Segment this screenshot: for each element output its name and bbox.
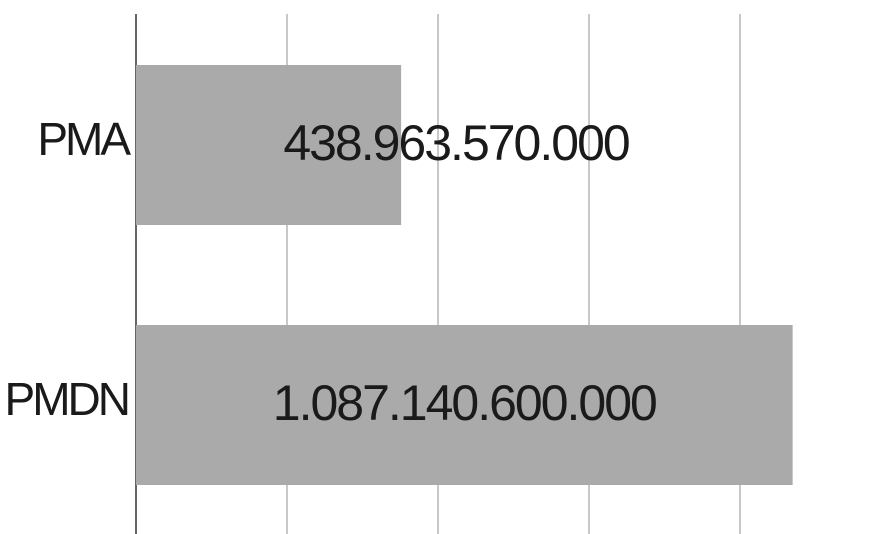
y-tick-label: PMA <box>37 113 131 165</box>
bar <box>136 65 402 225</box>
bar <box>136 325 793 485</box>
y-tick-label: PMDN <box>5 373 128 425</box>
value-label: 1.087.140.600.000 <box>273 375 656 431</box>
value-label: 438.963.570.000 <box>283 115 629 171</box>
